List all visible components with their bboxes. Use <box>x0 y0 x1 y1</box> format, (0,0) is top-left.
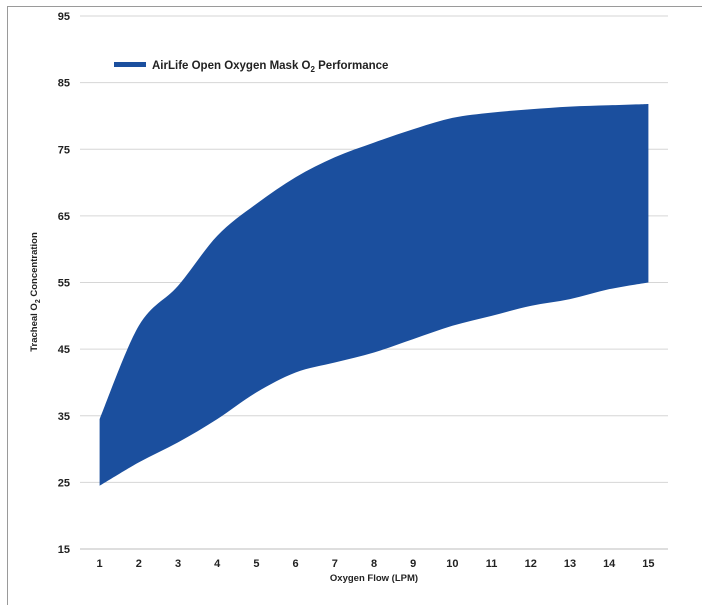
x-tick-label: 12 <box>525 558 537 570</box>
x-axis-title: Oxygen Flow (LPM) <box>330 573 418 584</box>
x-tick-label: 15 <box>642 558 654 570</box>
x-tick-label: 2 <box>136 558 142 570</box>
y-ticks: 15 25 35 45 55 65 75 85 95 <box>58 11 70 556</box>
x-tick-label: 13 <box>564 558 576 570</box>
legend: AirLife Open Oxygen Mask O2 Performance <box>114 60 388 74</box>
x-tick-label: 7 <box>332 558 338 570</box>
y-tick-label: 65 <box>58 211 70 223</box>
performance-band <box>99 103 649 486</box>
y-tick-label: 55 <box>58 278 70 290</box>
x-tick-label: 8 <box>371 558 377 570</box>
chart-frame <box>7 6 702 605</box>
legend-swatch <box>114 62 146 67</box>
x-tick-label: 10 <box>446 558 458 570</box>
legend-label: AirLife Open Oxygen Mask O2 Performance <box>152 60 388 74</box>
y-tick-label: 15 <box>58 544 70 556</box>
y-tick-label: 85 <box>58 78 70 90</box>
x-tick-label: 5 <box>253 558 259 570</box>
x-tick-label: 6 <box>293 558 299 570</box>
y-tick-label: 95 <box>58 11 70 23</box>
y-tick-label: 25 <box>58 477 70 489</box>
x-tick-label: 9 <box>410 558 416 570</box>
x-tick-label: 14 <box>603 558 616 570</box>
y-axis-subscript: 2 <box>35 299 42 303</box>
y-tick-label: 35 <box>58 411 70 423</box>
x-tick-label: 11 <box>486 558 498 570</box>
y-tick-label: 45 <box>58 344 70 356</box>
x-ticks: 1 2 3 4 5 6 7 8 9 10 11 12 13 14 15 <box>97 558 655 570</box>
x-tick-label: 1 <box>97 558 103 570</box>
y-tick-label: 75 <box>58 144 70 156</box>
y-axis-title: Tracheal O2 Concentration <box>29 232 42 352</box>
legend-subscript: 2 <box>310 65 315 74</box>
x-tick-label: 3 <box>175 558 181 570</box>
x-tick-label: 4 <box>214 558 221 570</box>
